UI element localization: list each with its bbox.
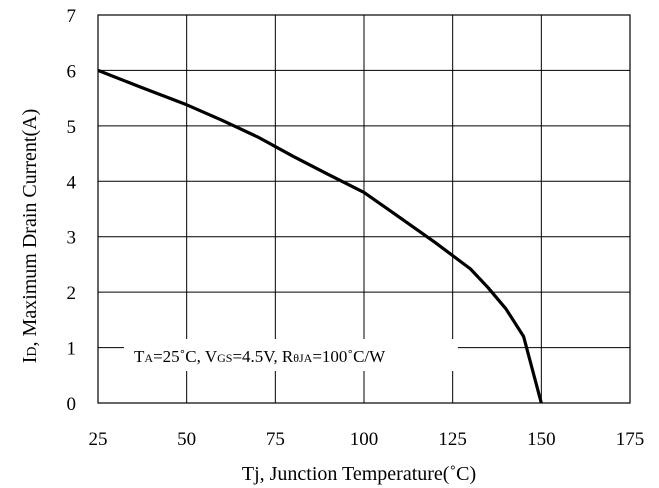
x-tick-label: 125 [438,429,467,450]
y-tick-label: 7 [67,6,77,27]
y-tick-label: 4 [67,172,77,193]
y-tick-label: 6 [67,61,77,82]
x-tick-label: 50 [177,429,196,450]
x-tick-label: 25 [89,429,108,450]
y-tick-label: 2 [67,283,77,304]
annotation-background [124,339,458,371]
y-tick-label: 3 [67,228,77,249]
x-tick-label: 100 [350,429,379,450]
x-tick-labels: 25 50 75 100 125 150 175 [89,429,645,450]
y-axis-label: ID, Maximum Drain Current(A) [19,109,41,364]
x-tick-label: 75 [266,429,285,450]
plot-frame [97,14,631,404]
y-tick-label: 1 [67,339,77,360]
y-tick-label: 0 [67,394,77,415]
conditions-annotation: TA=25˚C, VGS=4.5V, RθJA=100˚C/W [134,347,386,366]
drain-current-curve [97,68,543,404]
x-tick-label: 175 [616,429,645,450]
y-tick-labels: 0 1 2 3 4 5 6 7 [67,6,77,415]
x-tick-label: 150 [527,429,556,450]
y-tick-label: 5 [67,117,77,138]
x-axis-label: Tj, Junction Temperature(˚C) [242,463,476,485]
